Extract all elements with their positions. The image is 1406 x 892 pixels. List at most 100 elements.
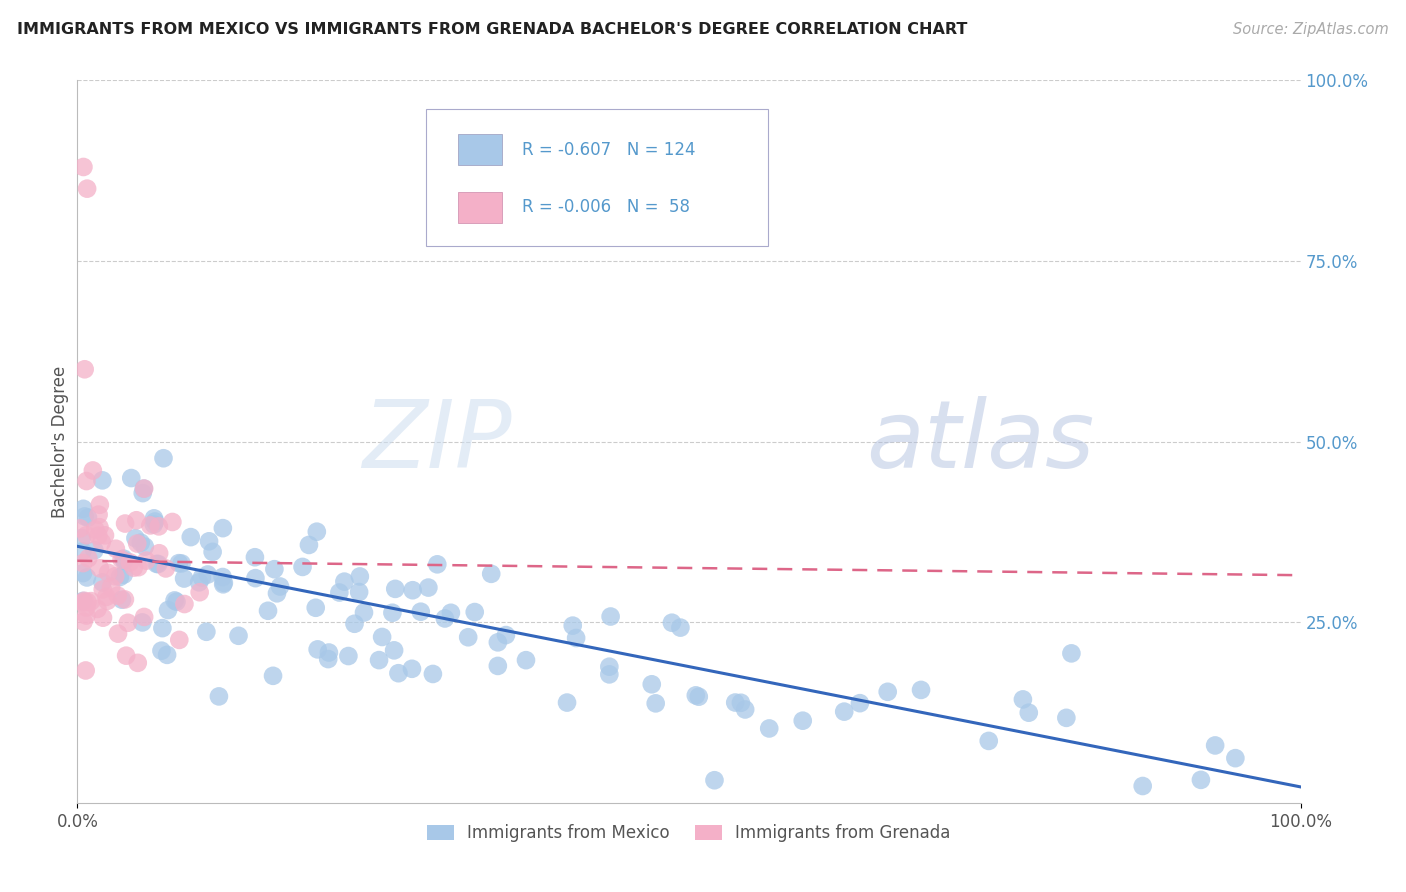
Y-axis label: Bachelor's Degree: Bachelor's Degree [51,366,69,517]
Point [245,571,267,585]
FancyBboxPatch shape [458,135,502,165]
Point [1189,772,1212,787]
Point [212,575,235,590]
Point [86,602,108,616]
Point [402,583,425,598]
Point [347,585,370,599]
Point [157,603,180,617]
Point [91,474,114,488]
Point [515,653,537,667]
Point [112,567,135,582]
Point [792,714,814,728]
Point [166,595,188,609]
Point [132,482,155,496]
Point [387,666,409,681]
Point [76,182,98,196]
Point [77,510,100,524]
Point [910,682,932,697]
Point [243,550,266,565]
Point [641,677,664,691]
Point [384,582,406,596]
Point [349,569,371,583]
Point [87,508,110,522]
Point [495,628,517,642]
Point [114,516,136,531]
Point [97,566,120,580]
Point [100,580,122,594]
Text: IMMIGRANTS FROM MEXICO VS IMMIGRANTS FROM GRENADA BACHELOR'S DEGREE CORRELATION : IMMIGRANTS FROM MEXICO VS IMMIGRANTS FRO… [17,22,967,37]
Point [211,570,233,584]
Point [257,604,280,618]
Point [876,685,898,699]
Point [110,552,132,566]
Point [152,621,174,635]
Point [167,556,190,570]
Point [87,529,110,543]
Point [318,646,340,660]
Point [337,648,360,663]
Point [644,697,666,711]
Point [703,773,725,788]
Point [135,553,157,567]
Point [69,521,91,535]
Point [197,567,219,582]
Text: atlas: atlas [866,396,1094,487]
Point [263,562,285,576]
Point [134,610,156,624]
Point [117,615,139,630]
Point [1060,646,1083,660]
Point [418,581,440,595]
Point [75,664,97,678]
Point [72,595,94,609]
Point [433,611,456,625]
Point [143,515,166,529]
Point [368,653,391,667]
Point [266,586,288,600]
Point [169,632,191,647]
Point [173,572,195,586]
Point [422,667,444,681]
Text: R = -0.607   N = 124: R = -0.607 N = 124 [522,141,695,159]
Point [72,501,94,516]
Point [262,669,284,683]
Point [212,577,235,591]
Point [155,561,177,575]
Point [188,585,211,599]
Point [143,511,166,525]
Point [195,624,218,639]
Point [565,631,588,645]
Text: ZIP: ZIP [361,396,512,487]
Point [129,535,152,549]
Point [382,643,405,657]
Point [127,536,149,550]
Point [91,610,114,624]
Point [104,541,127,556]
Point [91,575,114,590]
Point [661,615,683,630]
Point [440,606,463,620]
Point [94,528,117,542]
Point [127,656,149,670]
Point [1204,739,1226,753]
Point [104,569,127,583]
Point [228,629,250,643]
Point [134,482,156,496]
Point [72,160,94,174]
Point [977,734,1000,748]
Point [122,560,145,574]
Point [758,722,780,736]
Point [1225,751,1247,765]
Point [305,600,328,615]
Point [669,621,692,635]
Point [132,486,155,500]
Point [191,570,214,584]
Point [1012,692,1035,706]
Legend: Immigrants from Mexico, Immigrants from Grenada: Immigrants from Mexico, Immigrants from … [420,817,957,848]
Point [150,643,173,657]
Point [76,570,98,584]
Point [148,519,170,533]
Point [72,556,94,570]
Point [291,560,314,574]
Point [76,595,98,609]
Point [91,582,114,597]
